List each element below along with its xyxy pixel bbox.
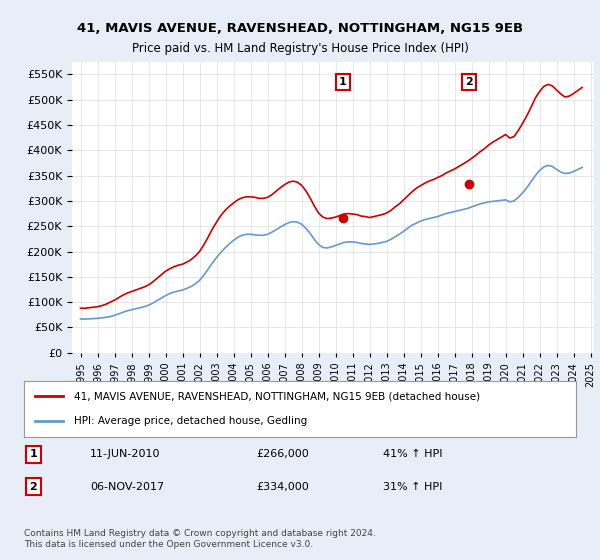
Text: 41, MAVIS AVENUE, RAVENSHEAD, NOTTINGHAM, NG15 9EB: 41, MAVIS AVENUE, RAVENSHEAD, NOTTINGHAM…	[77, 22, 523, 35]
Text: 1: 1	[29, 449, 37, 459]
Text: 31% ↑ HPI: 31% ↑ HPI	[383, 482, 442, 492]
Text: 06-NOV-2017: 06-NOV-2017	[90, 482, 164, 492]
Text: £266,000: £266,000	[256, 449, 308, 459]
Text: 2: 2	[465, 77, 473, 87]
Text: 41% ↑ HPI: 41% ↑ HPI	[383, 449, 442, 459]
Text: £334,000: £334,000	[256, 482, 308, 492]
Text: Contains HM Land Registry data © Crown copyright and database right 2024.
This d: Contains HM Land Registry data © Crown c…	[24, 529, 376, 549]
Text: 11-JUN-2010: 11-JUN-2010	[90, 449, 161, 459]
Text: HPI: Average price, detached house, Gedling: HPI: Average price, detached house, Gedl…	[74, 416, 307, 426]
Text: Price paid vs. HM Land Registry's House Price Index (HPI): Price paid vs. HM Land Registry's House …	[131, 42, 469, 55]
Text: 2: 2	[29, 482, 37, 492]
Text: 1: 1	[339, 77, 347, 87]
Text: 41, MAVIS AVENUE, RAVENSHEAD, NOTTINGHAM, NG15 9EB (detached house): 41, MAVIS AVENUE, RAVENSHEAD, NOTTINGHAM…	[74, 391, 480, 402]
